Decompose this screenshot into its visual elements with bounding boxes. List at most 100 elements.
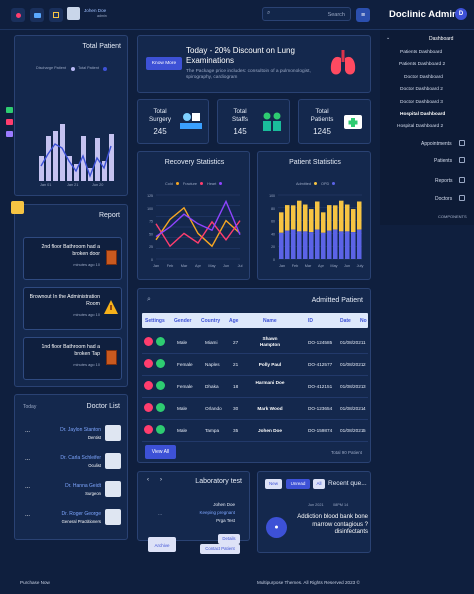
- series-line: [155, 220, 241, 248]
- chat-icon: ●: [266, 517, 287, 538]
- sidebar-item-dashboard[interactable]: Dashboard: [429, 36, 454, 42]
- delete-icon[interactable]: [144, 403, 153, 412]
- delete-icon[interactable]: [144, 425, 153, 434]
- sidebar-item-hospital-dashboard-2[interactable]: Hospital Dashboard 2: [397, 124, 444, 129]
- patient-stats-chart: 100 80 60 40 20 0 Jan Feb Mar Apr May Jun July: [269, 194, 363, 268]
- fullscreen-icon[interactable]: [49, 8, 63, 22]
- delete-icon[interactable]: [144, 359, 153, 368]
- bar-opd: [297, 231, 302, 259]
- more-icon[interactable]: ...: [25, 484, 31, 490]
- know-more-button[interactable]: Know More: [146, 57, 182, 70]
- bar-admitted: [327, 205, 332, 231]
- lab-test-card: ‹ › Laboratory test ... Johen Doe Keepin…: [137, 471, 250, 554]
- stat-card-surgery: Total Surgery 245: [137, 99, 209, 144]
- settings-icon[interactable]: [11, 201, 24, 214]
- bar: [53, 131, 58, 181]
- report-item[interactable]: Brownout In the Administration Room minu…: [23, 287, 122, 330]
- tab-new[interactable]: New: [265, 479, 282, 489]
- view-all-button[interactable]: View All: [145, 445, 176, 459]
- more-icon[interactable]: ...: [158, 511, 163, 517]
- recovery-title: Recovery Statistics: [164, 159, 225, 166]
- lab-test-title: Laboratory test: [195, 478, 242, 485]
- edit-icon[interactable]: [156, 403, 165, 412]
- delete-icon[interactable]: [144, 381, 153, 390]
- menu-icon[interactable]: ≡: [356, 8, 370, 22]
- bar-admitted: [315, 201, 320, 230]
- door-icon: [106, 250, 117, 265]
- prev-icon[interactable]: ‹: [147, 477, 149, 483]
- bookmark-icon[interactable]: [6, 119, 13, 125]
- admitted-title: Admitted Patient: [311, 297, 363, 304]
- col-name: Name: [263, 318, 277, 324]
- x-tick-label: May: [330, 264, 337, 268]
- bar-admitted: [345, 204, 350, 232]
- sidebar-item-doctor-dashboard-2[interactable]: Doctor Dashboard 2: [400, 87, 443, 92]
- folder-icon[interactable]: [30, 8, 44, 22]
- recent-title: Recent que...: [328, 480, 367, 487]
- cell-date: 01/08/2021: [340, 428, 364, 433]
- record-icon[interactable]: [11, 8, 25, 22]
- user-name[interactable]: Johen Doe: [84, 8, 107, 13]
- tab-unread[interactable]: Unread: [286, 479, 310, 489]
- more-icon[interactable]: ...: [25, 456, 31, 462]
- doctor-item[interactable]: ... Dr. Carla Schleifer Oculist: [23, 453, 123, 475]
- lab-test-type: Prga Test: [216, 518, 235, 523]
- sidebar-item-hospital-dashboard[interactable]: Hospital Dashboard: [400, 112, 446, 117]
- sidebar-item-reports[interactable]: Reports: [435, 178, 453, 184]
- y-tick-label: 0: [273, 258, 275, 262]
- app-title: Doclinic Admin: [389, 9, 458, 20]
- sidebar-item-patients-dashboard-2[interactable]: Patients Dashboard 2: [399, 62, 446, 67]
- search-input[interactable]: Search: [327, 11, 345, 18]
- sidebar: ⌄ Dashboard Patients Dashboard Patients …: [380, 30, 474, 225]
- cell-date: 01/08/2021: [340, 406, 364, 411]
- tab-all[interactable]: All: [313, 479, 325, 489]
- contact-patient-button[interactable]: Contact Patient: [200, 544, 240, 554]
- avatar[interactable]: [67, 7, 80, 20]
- cell-name: Shawn Hampton: [259, 336, 281, 347]
- table-header: [142, 313, 368, 328]
- more-icon[interactable]: ...: [25, 428, 31, 434]
- doctor-item[interactable]: ... Dr. Roger George General Practitioners: [23, 509, 123, 531]
- report-item[interactable]: 1nd floor Bathroom had a broken Tap minu…: [23, 337, 122, 380]
- report-time: minutes ago 10: [73, 362, 100, 367]
- sidebar-item-patients[interactable]: Patients: [434, 158, 453, 164]
- report-item[interactable]: 2nd floor Bathroom had a broken door min…: [23, 237, 122, 280]
- flag-icon[interactable]: [6, 107, 13, 113]
- sidebar-item-appointments[interactable]: Appointments: [421, 141, 452, 147]
- search-icon: ⌕: [267, 10, 271, 16]
- next-icon[interactable]: ›: [160, 477, 162, 483]
- admitted-patient-card: ⌕ Admitted Patient Settings Gender Count…: [137, 288, 371, 463]
- bar-opd: [339, 231, 344, 259]
- legend-discharge: Discharge Patient: [36, 66, 66, 70]
- edit-icon[interactable]: [156, 359, 165, 368]
- bar-opd: [291, 229, 296, 259]
- edit-icon[interactable]: [156, 381, 165, 390]
- legend-fracture: Fracture: [182, 182, 198, 186]
- cell-id: DO-412151: [308, 384, 333, 389]
- sidebar-item-doctors[interactable]: Doctors: [435, 196, 453, 202]
- report-time: minutes ago 10: [73, 262, 100, 267]
- cell-gender: Female: [177, 362, 193, 367]
- sidebar-item-doctor-dashboard-3[interactable]: Doctor Dashboard 3: [400, 100, 443, 105]
- details-button[interactable]: Details: [218, 534, 240, 544]
- archive-button[interactable]: Archive: [148, 537, 176, 552]
- sidebar-item-doctor-dashboard[interactable]: Doctor Dashboard: [404, 75, 443, 80]
- sidebar-item-patients-dashboard[interactable]: Patients Dashboard: [400, 50, 443, 55]
- bar-opd: [345, 231, 350, 259]
- doctor-item[interactable]: ... Dr. Hanna Geidt Surgeon: [23, 481, 123, 503]
- doctor-list-card: Today Doctor List ... Dr. Jaylon Stanton D…: [14, 394, 128, 540]
- avatar: [105, 481, 121, 497]
- cell-no: 1: [363, 340, 366, 345]
- col-age: Age: [229, 318, 239, 324]
- more-icon[interactable]: ...: [25, 512, 31, 518]
- edit-icon[interactable]: [156, 337, 165, 346]
- purchase-now-link[interactable]: Purchase Now: [20, 580, 50, 585]
- tag-icon[interactable]: [6, 131, 13, 137]
- table-row: Male Miami 27 Shawn Hampton DO-124585 01/08/2…: [142, 334, 368, 354]
- delete-icon[interactable]: [144, 337, 153, 346]
- search-icon[interactable]: ⌕: [147, 296, 151, 303]
- doctor-item[interactable]: ... Dr. Jaylon Stanton Dentist: [23, 425, 123, 447]
- chevron-down-icon[interactable]: ⌄: [386, 35, 391, 41]
- edit-icon[interactable]: [156, 425, 165, 434]
- search-box[interactable]: ⌕ Search: [262, 7, 351, 21]
